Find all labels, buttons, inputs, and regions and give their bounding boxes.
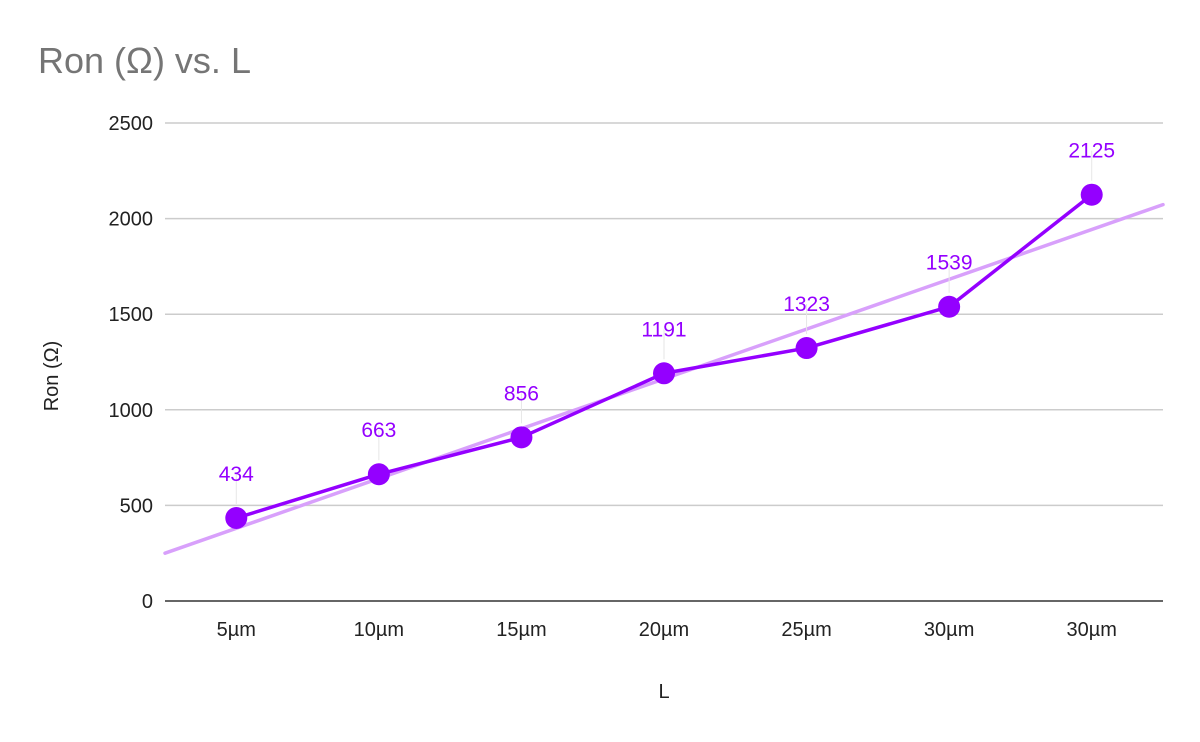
- y-tick-label: 2000: [109, 209, 154, 231]
- data-label: 434: [219, 463, 254, 486]
- data-label: 856: [504, 382, 539, 405]
- y-tick-label: 2500: [109, 113, 154, 135]
- data-label: 2125: [1068, 140, 1115, 163]
- x-tick-label: 30µm: [924, 619, 974, 641]
- y-tick-label: 500: [120, 495, 153, 517]
- data-label: 1191: [641, 318, 686, 341]
- y-tick-label: 0: [142, 591, 153, 613]
- y-tick-label: 1000: [109, 400, 154, 422]
- x-tick-label: 25µm: [781, 619, 831, 641]
- x-tick-label: 10µm: [354, 619, 404, 641]
- data-point[interactable]: [225, 507, 248, 530]
- gridlines: [165, 122, 1163, 507]
- series-layer: [225, 150, 1103, 530]
- x-tick-label: 5µm: [217, 619, 256, 641]
- data-point[interactable]: [367, 463, 390, 486]
- data-point[interactable]: [653, 362, 675, 385]
- x-tick-label: 20µm: [639, 619, 689, 641]
- y-tick-label: 1500: [109, 304, 154, 326]
- data-point[interactable]: [510, 426, 533, 449]
- data-point[interactable]: [795, 337, 818, 360]
- data-label: 1323: [783, 293, 830, 316]
- x-tick-label: 15µm: [496, 619, 546, 641]
- data-label: 663: [361, 419, 396, 442]
- data-label: 1539: [926, 252, 973, 275]
- data-point[interactable]: [938, 295, 961, 318]
- labels-layer: 0 500 1000 1500 2000 2500 5µm 10µm 15µm 20µm 25µm 3…: [109, 113, 1117, 641]
- data-point[interactable]: [1080, 183, 1103, 206]
- x-tick-label: 30µm: [1066, 619, 1116, 641]
- x-axis-title: L: [658, 681, 669, 703]
- y-axis-title: Ron (Ω): [41, 341, 63, 412]
- chart-title: Ron (Ω) vs. L: [38, 40, 251, 81]
